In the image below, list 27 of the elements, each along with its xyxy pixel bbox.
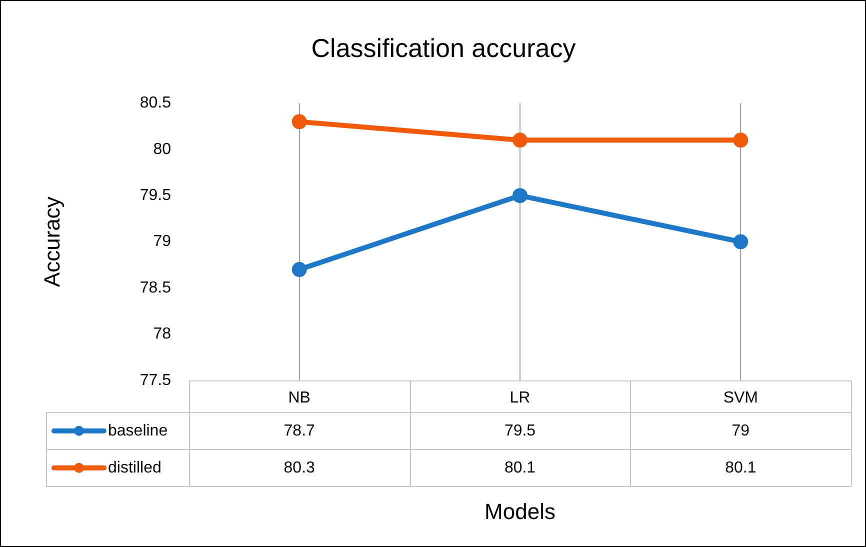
y-tick-label: 80.5 xyxy=(140,94,172,112)
point xyxy=(733,132,748,148)
y-tick-label: 80 xyxy=(153,140,172,158)
x-tick-label: NB xyxy=(288,389,310,406)
y-tick-label: 79 xyxy=(153,233,172,250)
legend-label: distilled xyxy=(108,459,162,476)
data-label: 79 xyxy=(732,422,750,440)
y-axis-title: Accuracy xyxy=(39,196,64,288)
x-tick-label: LR xyxy=(510,389,530,406)
point xyxy=(292,114,307,130)
point xyxy=(292,262,307,278)
point xyxy=(512,188,528,204)
point xyxy=(512,132,528,148)
data-label: 78.7 xyxy=(284,422,316,440)
data-label: 80.3 xyxy=(284,459,316,476)
data-label: 80.1 xyxy=(504,459,536,476)
y-tick-label: 77.5 xyxy=(140,372,172,389)
y-tick-label: 78 xyxy=(153,326,172,343)
point xyxy=(733,234,748,250)
data-label: 80.1 xyxy=(725,459,756,476)
chart-title: Classification accuracy xyxy=(311,32,576,63)
x-axis-title: Models xyxy=(484,498,556,524)
y-tick-label: 79.5 xyxy=(140,187,172,204)
legend-label: baseline xyxy=(108,422,168,440)
y-tick-label: 78.5 xyxy=(140,279,172,296)
data-label: 79.5 xyxy=(504,422,536,440)
x-tick-label: SVM xyxy=(723,389,758,406)
